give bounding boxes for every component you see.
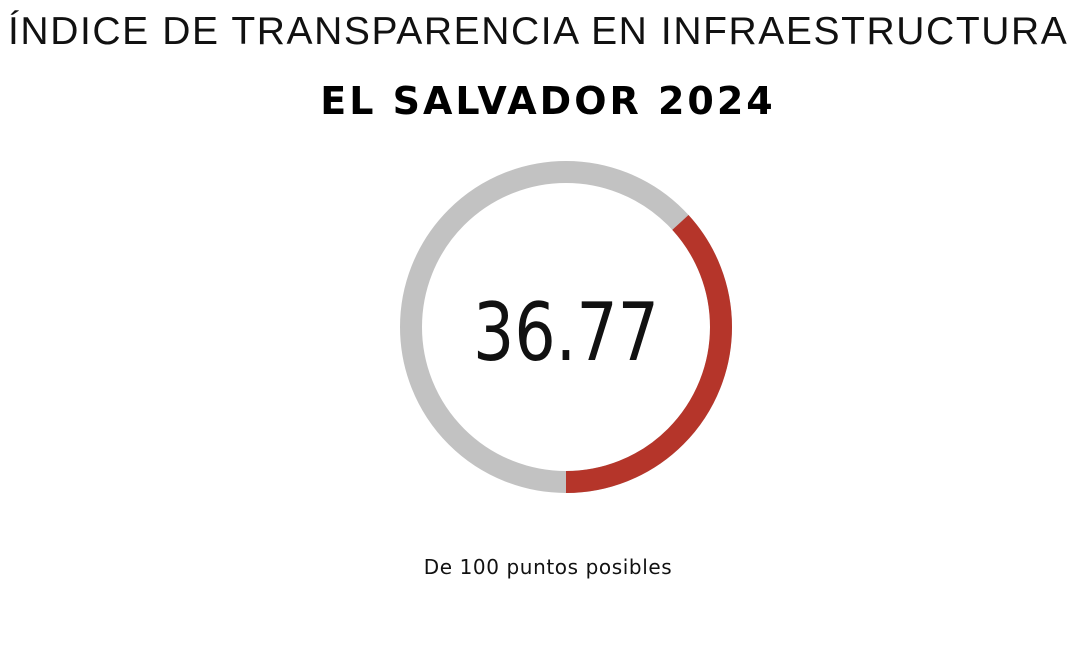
gauge-caption: De 100 puntos posibles [423, 555, 673, 579]
gauge-value-arc [400, 161, 732, 493]
page-subtitle: EL SALVADOR 2024 [320, 79, 776, 123]
gauge-value-label: 36.77 [473, 286, 659, 379]
page-title: ÍNDICE DE TRANSPARENCIA EN INFRAESTRUCTU… [8, 10, 1069, 53]
